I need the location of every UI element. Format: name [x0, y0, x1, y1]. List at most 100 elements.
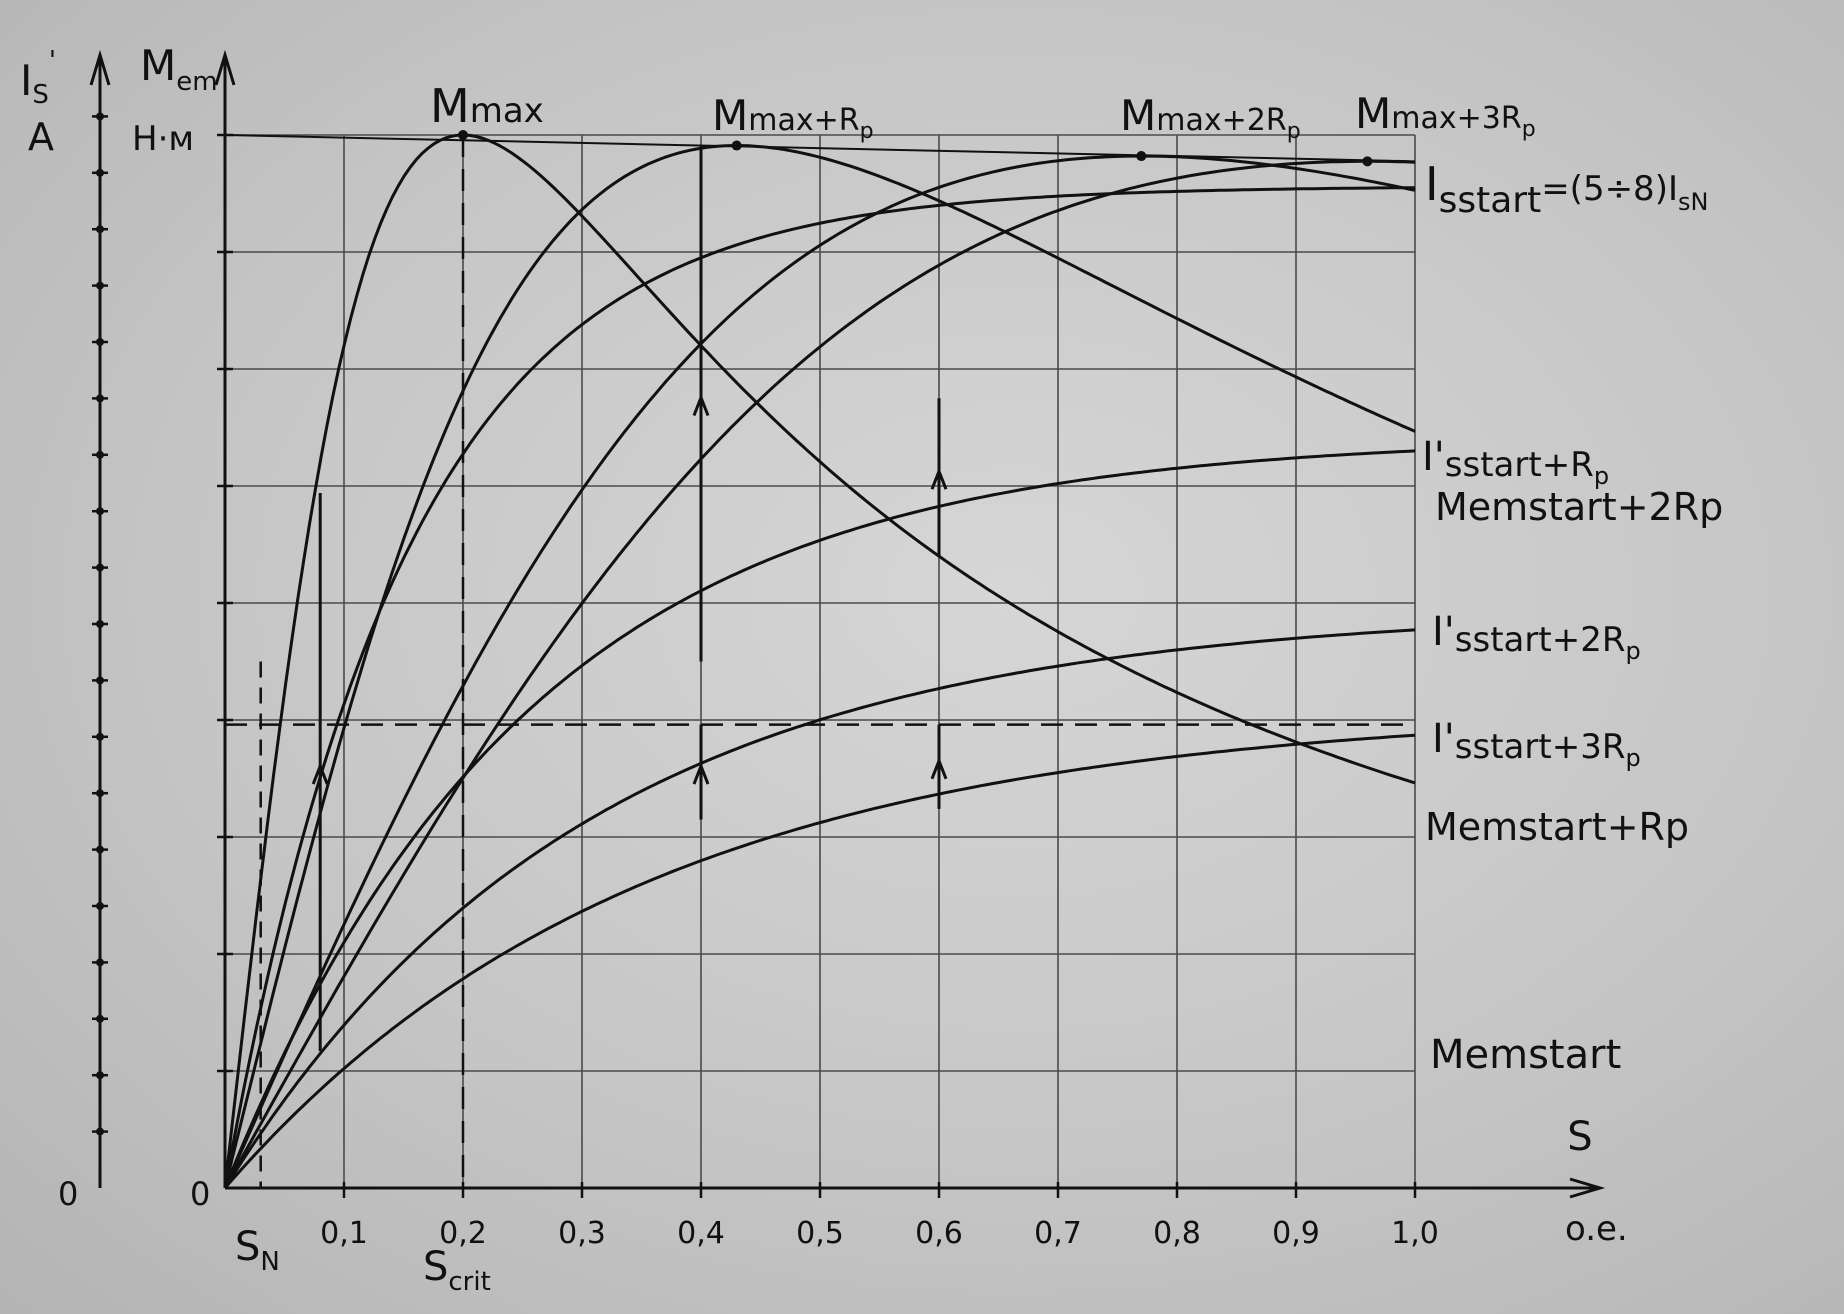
x-tick-label: 0,3 [558, 1216, 606, 1251]
current-tick-dot [96, 845, 104, 854]
s-n-label-part: N [260, 1247, 279, 1277]
torque-curve-mmax [223, 133, 1416, 1189]
origin-label-right: 0 [190, 1175, 210, 1213]
labels: 0,1 0,2 0,3 0,4 0,5 0,6 0,7 0,8 0,9 1,0IS'AMemH·м… [20, 41, 1723, 1297]
label-isstart-part: sN [1678, 188, 1708, 216]
label-memstart: Memstart [1430, 1032, 1621, 1078]
current-tick-dot [96, 620, 104, 628]
torque-axis-label-part: M [140, 41, 176, 90]
label-isstart-2rp-part: p [1625, 637, 1640, 665]
torque-peak-point [731, 140, 742, 151]
current-tick-dot [96, 168, 104, 177]
current-curve-0 [223, 186, 1415, 1189]
label-mmax-3rp-part: max+3R [1391, 101, 1521, 136]
up-arrow [930, 756, 948, 780]
s-n-label-part: S [235, 1224, 260, 1270]
label-isstart-2rp-part: +2R [1552, 620, 1626, 660]
current-tick-dot [96, 225, 104, 234]
curves [223, 130, 1416, 1189]
label-mmax-part: max [470, 91, 544, 131]
grid [224, 134, 1416, 1188]
up-arrow [692, 393, 710, 417]
label-isstart-rp-part: p [1594, 462, 1609, 490]
label-isstart-part: =(5÷8)I [1541, 169, 1678, 209]
x-tick-label: 1,0 [1391, 1216, 1439, 1251]
current-tick-dot [96, 1014, 104, 1023]
current-curve-2 [223, 628, 1416, 1189]
current-tick-dot [96, 1127, 104, 1136]
label-mmax-3rp: Mmax+3Rp [1355, 89, 1536, 142]
torque-peak-point [1136, 151, 1147, 162]
label-isstart-3rp-part: I' [1432, 716, 1455, 762]
s-crit-label-part: S [423, 1244, 448, 1290]
label-isstart-3rp-part: p [1625, 744, 1640, 772]
x-tick-label: 0,5 [796, 1216, 844, 1251]
label-mmax-2rp-part: M [1120, 91, 1156, 140]
s-axis-arrow [1569, 1177, 1606, 1199]
current-tick-dot [96, 902, 104, 910]
current-tick-dot [96, 338, 104, 346]
current-tick-dot [96, 1071, 104, 1080]
current-tick-dot [96, 789, 104, 798]
up-arrow [311, 761, 329, 785]
current-tick-dot [96, 958, 104, 967]
s-crit-label: Scrit [423, 1244, 491, 1297]
s-axis-label: S [1567, 1114, 1592, 1160]
origin-label-left: 0 [58, 1175, 78, 1213]
x-tick-label: 0,6 [915, 1216, 963, 1251]
label-isstart-3rp: I'sstart+3Rp [1432, 716, 1641, 772]
x-tick-label: 0,4 [677, 1216, 725, 1251]
torque-curve-mmax-1rp [223, 143, 1416, 1189]
s-axis-unit-label: o.e. [1565, 1209, 1628, 1249]
label-isstart-rp-part: I' [1422, 434, 1445, 480]
current-tick-dot [96, 450, 104, 459]
label-isstart-rp-part: sstart [1445, 445, 1542, 485]
label-isstart-part: I [1425, 157, 1439, 211]
label-isstart-rp: I'sstart+Rp [1422, 434, 1609, 490]
s-n-label: SN [235, 1224, 280, 1277]
x-tick-label: 0,2 [439, 1216, 487, 1251]
current-curve-3 [223, 733, 1416, 1189]
current-tick-dot [96, 563, 104, 572]
label-isstart-3rp-part: +3R [1552, 727, 1626, 767]
label-isstart: Isstart=(5÷8)IsN [1425, 157, 1708, 221]
label-mmax-rp-part: max+R [748, 103, 859, 138]
x-tick-label: 0,8 [1153, 1216, 1201, 1251]
x-tick-label: 0,1 [320, 1216, 368, 1251]
current-axis-label-part: I [20, 56, 32, 105]
label-isstart-2rp-part: sstart [1455, 620, 1552, 660]
label-mmax-rp-part: M [712, 91, 748, 140]
label-isstart-2rp-part: I' [1432, 609, 1455, 655]
current-tick-dot [96, 281, 104, 290]
current-tick-dot [96, 394, 104, 403]
torque-unit-label: H·м [132, 119, 194, 159]
current-unit-label: A [28, 115, 54, 159]
label-mmax-part: M [430, 79, 470, 133]
current-tick-dot [96, 732, 104, 741]
label-isstart-rp-part: +R [1542, 445, 1594, 485]
torque-curve-mmax-3rp [223, 159, 1416, 1189]
label-memstart-2rp: Memstart+2Rp [1435, 485, 1723, 529]
s-crit-label-part: crit [448, 1267, 490, 1297]
current-axis-arrow [89, 49, 111, 86]
top-frame-line [224, 134, 1416, 163]
torque-axis-label-part: em [176, 67, 217, 97]
up-arrow [692, 761, 710, 785]
current-curve-1 [223, 449, 1416, 1189]
torque-axis-label: Mem [140, 41, 218, 97]
label-mmax-rp-part: p [860, 119, 874, 144]
label-isstart-3rp-part: sstart [1455, 727, 1552, 767]
current-tick-dot [96, 507, 104, 516]
current-tick-dot [96, 676, 104, 685]
label-isstart-part: sstart [1439, 180, 1542, 221]
torque-curve-mmax-2rp [223, 154, 1416, 1189]
label-isstart-2rp: I'sstart+2Rp [1432, 609, 1641, 665]
label-mmax-2rp-part: p [1287, 119, 1301, 144]
axes [89, 49, 1606, 1199]
label-mmax-2rp-part: max+2R [1156, 103, 1286, 138]
label-mmax-rp: Mmax+Rp [712, 91, 874, 144]
label-mmax-3rp-part: p [1522, 117, 1536, 142]
current-axis-label-part: S [32, 80, 49, 110]
label-memstart-rp: Memstart+Rp [1425, 805, 1689, 849]
